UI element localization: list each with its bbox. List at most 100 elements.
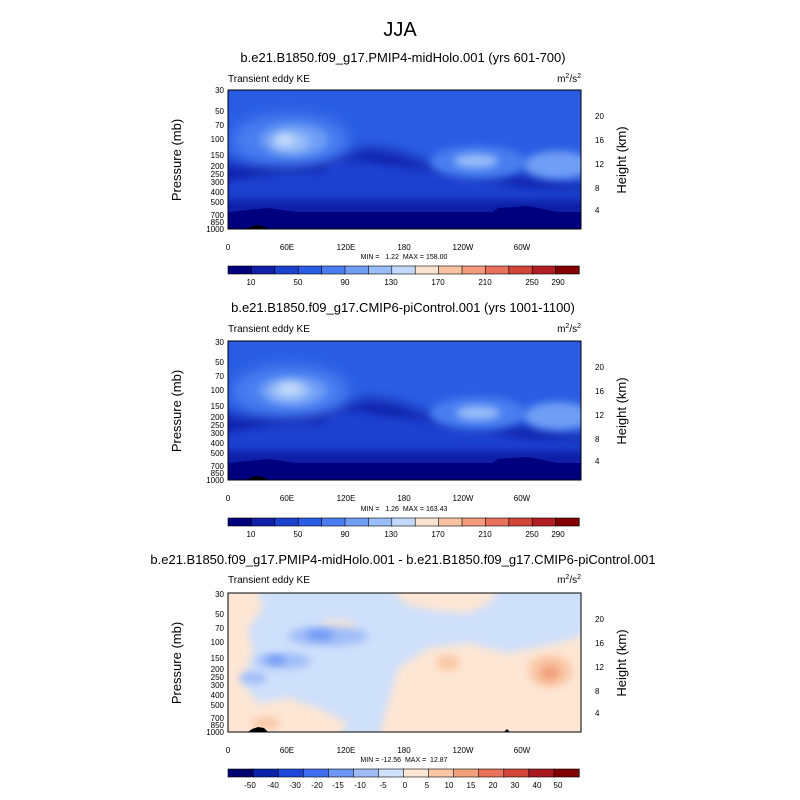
y-label-right: Height (km) <box>614 377 629 444</box>
cbar-label: 15 <box>467 781 476 790</box>
colorbar-swatch <box>438 265 463 275</box>
cbar-label: 0 <box>403 781 408 790</box>
colorbar-swatch <box>461 265 487 275</box>
y-tick-1000: 1000 <box>206 728 224 737</box>
y-axis-left: 30 50 70 100 150 200 250 300 400 500 700… <box>206 338 224 485</box>
y-axis-right: 4 8 12 16 20 <box>595 363 604 466</box>
colorbar-swatch <box>378 768 405 778</box>
y-tick-100: 100 <box>211 135 225 144</box>
y-axis-left: 30 50 70 100 150 200 250 300 400 500 700… <box>206 590 224 737</box>
cbar-label: 130 <box>384 530 398 539</box>
cbar-label: -15 <box>332 781 344 790</box>
cbar-label: 30 <box>511 781 520 790</box>
variable-label: Transient eddy KE <box>228 324 310 335</box>
colorbar-swatch <box>531 265 557 275</box>
positive-region-west <box>228 593 348 732</box>
x-axis: 0 60E 120E 180 120W 60W <box>226 494 531 503</box>
y-tick-30: 30 <box>215 590 224 599</box>
x-tick-60E: 60E <box>280 243 294 252</box>
y-tick-1000: 1000 <box>206 476 224 485</box>
y-tick-300: 300 <box>211 178 225 187</box>
x-tick-60W: 60W <box>514 494 531 503</box>
colorbar-swatch <box>227 517 253 527</box>
x-tick-60W: 60W <box>514 243 531 252</box>
sh-jet-inner <box>456 406 500 420</box>
panel-title: b.e21.B1850.f09_g17.PMIP4-midHolo.001 - … <box>150 552 655 567</box>
panel-midholo: b.e21.B1850.f09_g17.PMIP4-midHolo.001 (y… <box>169 50 629 287</box>
y-label-left: Pressure (mb) <box>169 119 184 201</box>
y-tick-70: 70 <box>215 121 224 130</box>
colorbar-swatch <box>321 517 346 527</box>
cbar-label: 10 <box>247 530 256 539</box>
y-tick-400: 400 <box>211 691 225 700</box>
y-tick-400: 400 <box>211 188 225 197</box>
plot-frame <box>227 340 582 481</box>
colorbar-swatch <box>485 517 510 527</box>
panel-title: b.e21.B1850.f09_g17.PMIP4-midHolo.001 (y… <box>240 50 565 65</box>
near-surface <box>228 457 581 480</box>
colorbar-swatch <box>274 265 299 275</box>
terrain <box>248 727 268 732</box>
cbar-label: 210 <box>478 278 492 287</box>
colorbar-swatch <box>297 265 323 275</box>
y-axis-left: 30 50 70 100 150 200 250 300 400 500 700… <box>206 86 224 234</box>
y-tick-500: 500 <box>211 449 225 458</box>
colorbar-swatch <box>274 517 299 527</box>
panel-title: b.e21.B1850.f09_g17.CMIP6-piControl.001 … <box>231 300 575 315</box>
colorbar-swatch <box>302 768 329 778</box>
contour-plot <box>228 593 581 732</box>
panel-picontrol: b.e21.B1850.f09_g17.CMIP6-piControl.001 … <box>169 300 629 539</box>
colorbar-swatch <box>508 265 533 275</box>
colorbar-swatch <box>297 517 323 527</box>
y-tick-30: 30 <box>215 338 224 347</box>
y-tick-70: 70 <box>215 372 224 381</box>
colorbar-swatch <box>353 768 380 778</box>
cbar-label: -30 <box>289 781 301 790</box>
colorbar-labels: -50 -40 -30 -20 -15 -10 -5 0 5 10 15 20 … <box>244 781 563 790</box>
y-tick-400: 400 <box>211 439 225 448</box>
y-label-right: Height (km) <box>614 629 629 696</box>
y-tick-300: 300 <box>211 681 225 690</box>
x-axis: 0 60E 120E 180 120W 60W <box>226 243 531 252</box>
cbar-label: 290 <box>551 278 565 287</box>
y-tick-250: 250 <box>211 421 225 430</box>
terrain <box>504 729 510 732</box>
x-tick-60E: 60E <box>280 494 294 503</box>
colorbar-swatch <box>555 265 580 275</box>
height-tick-8: 8 <box>595 184 600 193</box>
y-tick-850: 850 <box>211 721 225 730</box>
cbar-label: 90 <box>341 278 350 287</box>
positive-region-east <box>379 635 581 732</box>
cbar-label: -10 <box>354 781 366 790</box>
panel-difference: b.e21.B1850.f09_g17.PMIP4-midHolo.001 - … <box>150 552 655 790</box>
colorbar-swatch <box>553 768 580 778</box>
cbar-label: -20 <box>311 781 323 790</box>
x-tick-0: 0 <box>226 243 231 252</box>
y-tick-300: 300 <box>211 429 225 438</box>
units-label: m2/s2 <box>557 574 581 586</box>
min-max-stats: MIN = -12.56 MAX = 12.87 <box>360 757 447 764</box>
positive-mid <box>436 655 460 671</box>
positive-east-core <box>540 665 560 681</box>
height-tick-20: 20 <box>595 112 604 121</box>
colorbar-swatch <box>251 517 276 527</box>
y-tick-50: 50 <box>215 610 224 619</box>
cbar-label: 170 <box>431 530 445 539</box>
jet-core-peak <box>278 383 302 395</box>
field-lower-trop <box>228 411 581 451</box>
y-tick-200: 200 <box>211 162 225 171</box>
cbar-label: -40 <box>267 781 279 790</box>
y-tick-150: 150 <box>211 402 225 411</box>
cbar-label: 5 <box>425 781 430 790</box>
height-tick-12: 12 <box>595 663 604 672</box>
terrain <box>246 225 268 229</box>
y-tick-700: 700 <box>211 714 225 723</box>
colorbar-swatch <box>344 265 370 275</box>
y-tick-100: 100 <box>211 638 225 647</box>
contour-plot <box>228 90 581 229</box>
colorbar-swatch <box>555 517 580 527</box>
y-tick-100: 100 <box>211 386 225 395</box>
colorbar-swatch <box>368 265 393 275</box>
x-tick-120E: 120E <box>337 494 356 503</box>
y-label-left: Pressure (mb) <box>169 370 184 452</box>
